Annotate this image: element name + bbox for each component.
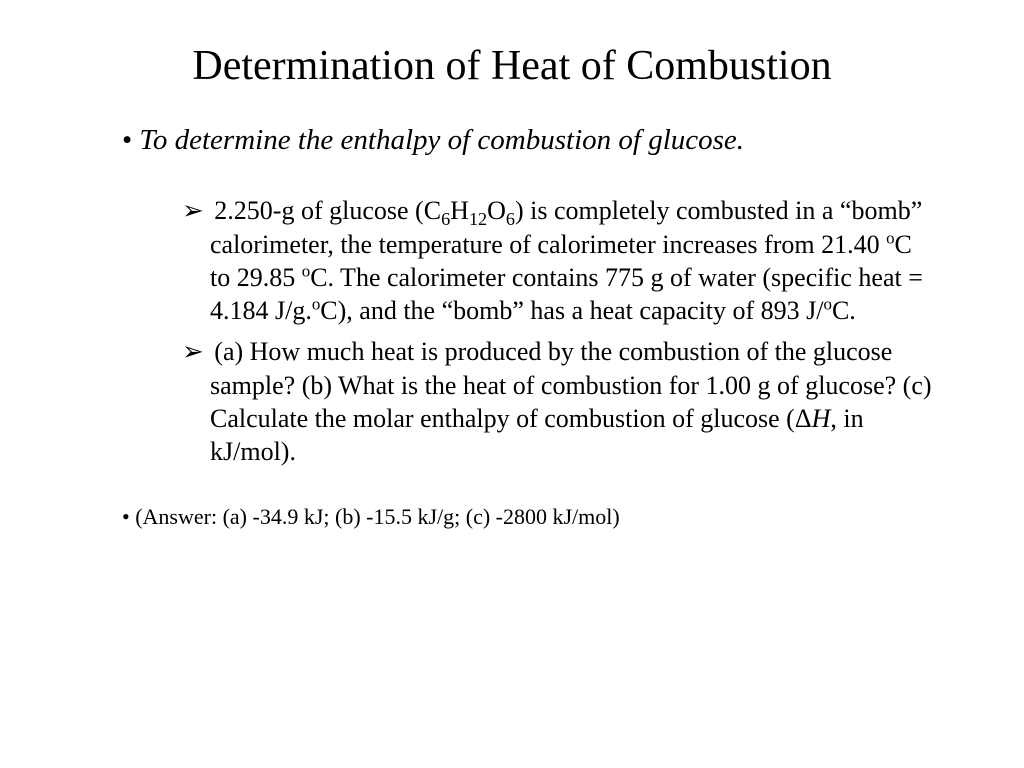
slide-title: Determination of Heat of Combustion [90, 42, 934, 90]
bomb-capacity: 893 J/ [761, 296, 824, 325]
formula-h: H [450, 196, 469, 225]
answer-line: (Answer: (a) -34.9 kJ; (b) -15.5 kJ/g; (… [122, 504, 934, 530]
t-initial: 21.40 [821, 230, 880, 259]
formula-o: O [487, 196, 506, 225]
formula-12: 12 [469, 209, 487, 229]
question-b: (b) What is the heat of combustion for 1… [302, 371, 896, 400]
question-list: (a) How much heat is produced by the com… [182, 335, 934, 468]
formula-6a: 6 [441, 209, 450, 229]
delta-h-sym: H [812, 404, 831, 433]
mass-glucose: 2.250-g [214, 196, 294, 225]
t-final: 29.85 [237, 263, 296, 292]
intro-bullet: To determine the enthalpy of combustion … [122, 122, 934, 158]
specific-heat: 4.184 J/g. [210, 296, 312, 325]
formula-c: C [424, 196, 441, 225]
formula-6b: 6 [506, 209, 515, 229]
problem-statement: 2.250-g of glucose (C6H12O6) is complete… [182, 194, 934, 327]
water-mass: 775 g [605, 263, 664, 292]
